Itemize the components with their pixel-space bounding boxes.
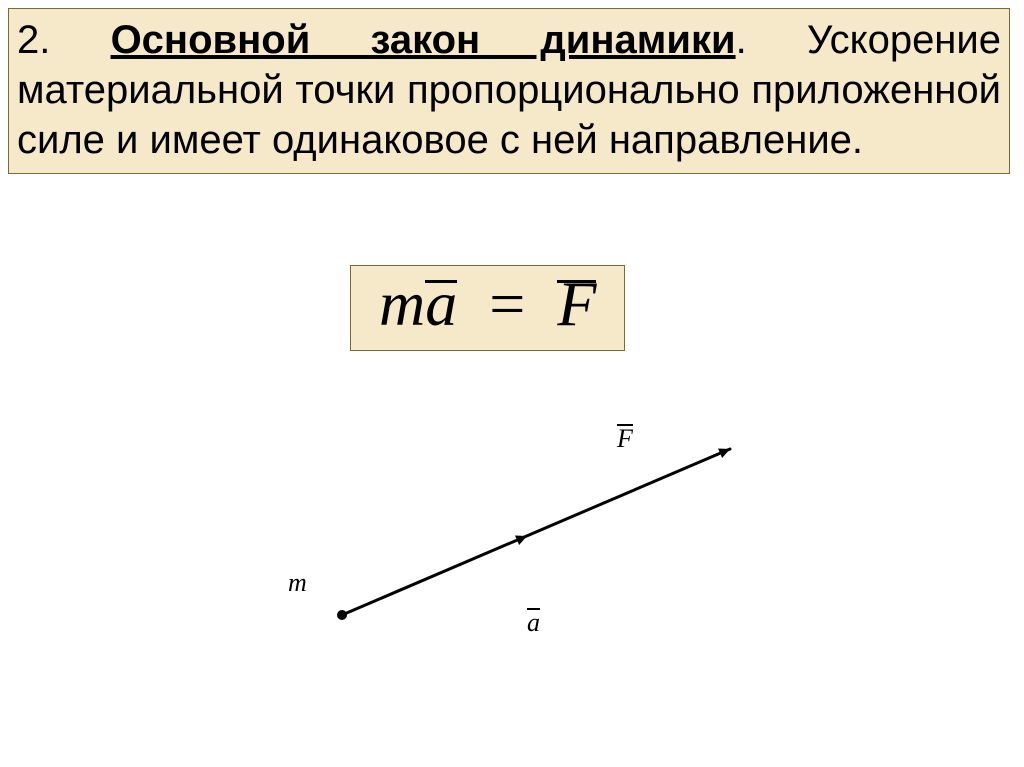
vector-diagram: m F a xyxy=(262,420,762,680)
label-m: m xyxy=(288,570,307,596)
formula-box: ma = F xyxy=(350,265,625,351)
label-F-vector: F xyxy=(617,426,633,452)
law-title: Основной закон динамики xyxy=(111,18,736,62)
formula-equals: = xyxy=(473,268,541,339)
formula-m: m xyxy=(379,268,425,339)
formula-a-vector: a xyxy=(425,272,457,336)
law-text-box: 2. Основной закон динамики. Ускорение ма… xyxy=(8,8,1010,174)
law-title-period: . xyxy=(736,18,747,62)
vector-svg xyxy=(262,420,762,680)
label-a-vector: a xyxy=(527,610,540,636)
formula-F-vector: F xyxy=(557,272,596,336)
law-number: 2. xyxy=(17,18,50,62)
